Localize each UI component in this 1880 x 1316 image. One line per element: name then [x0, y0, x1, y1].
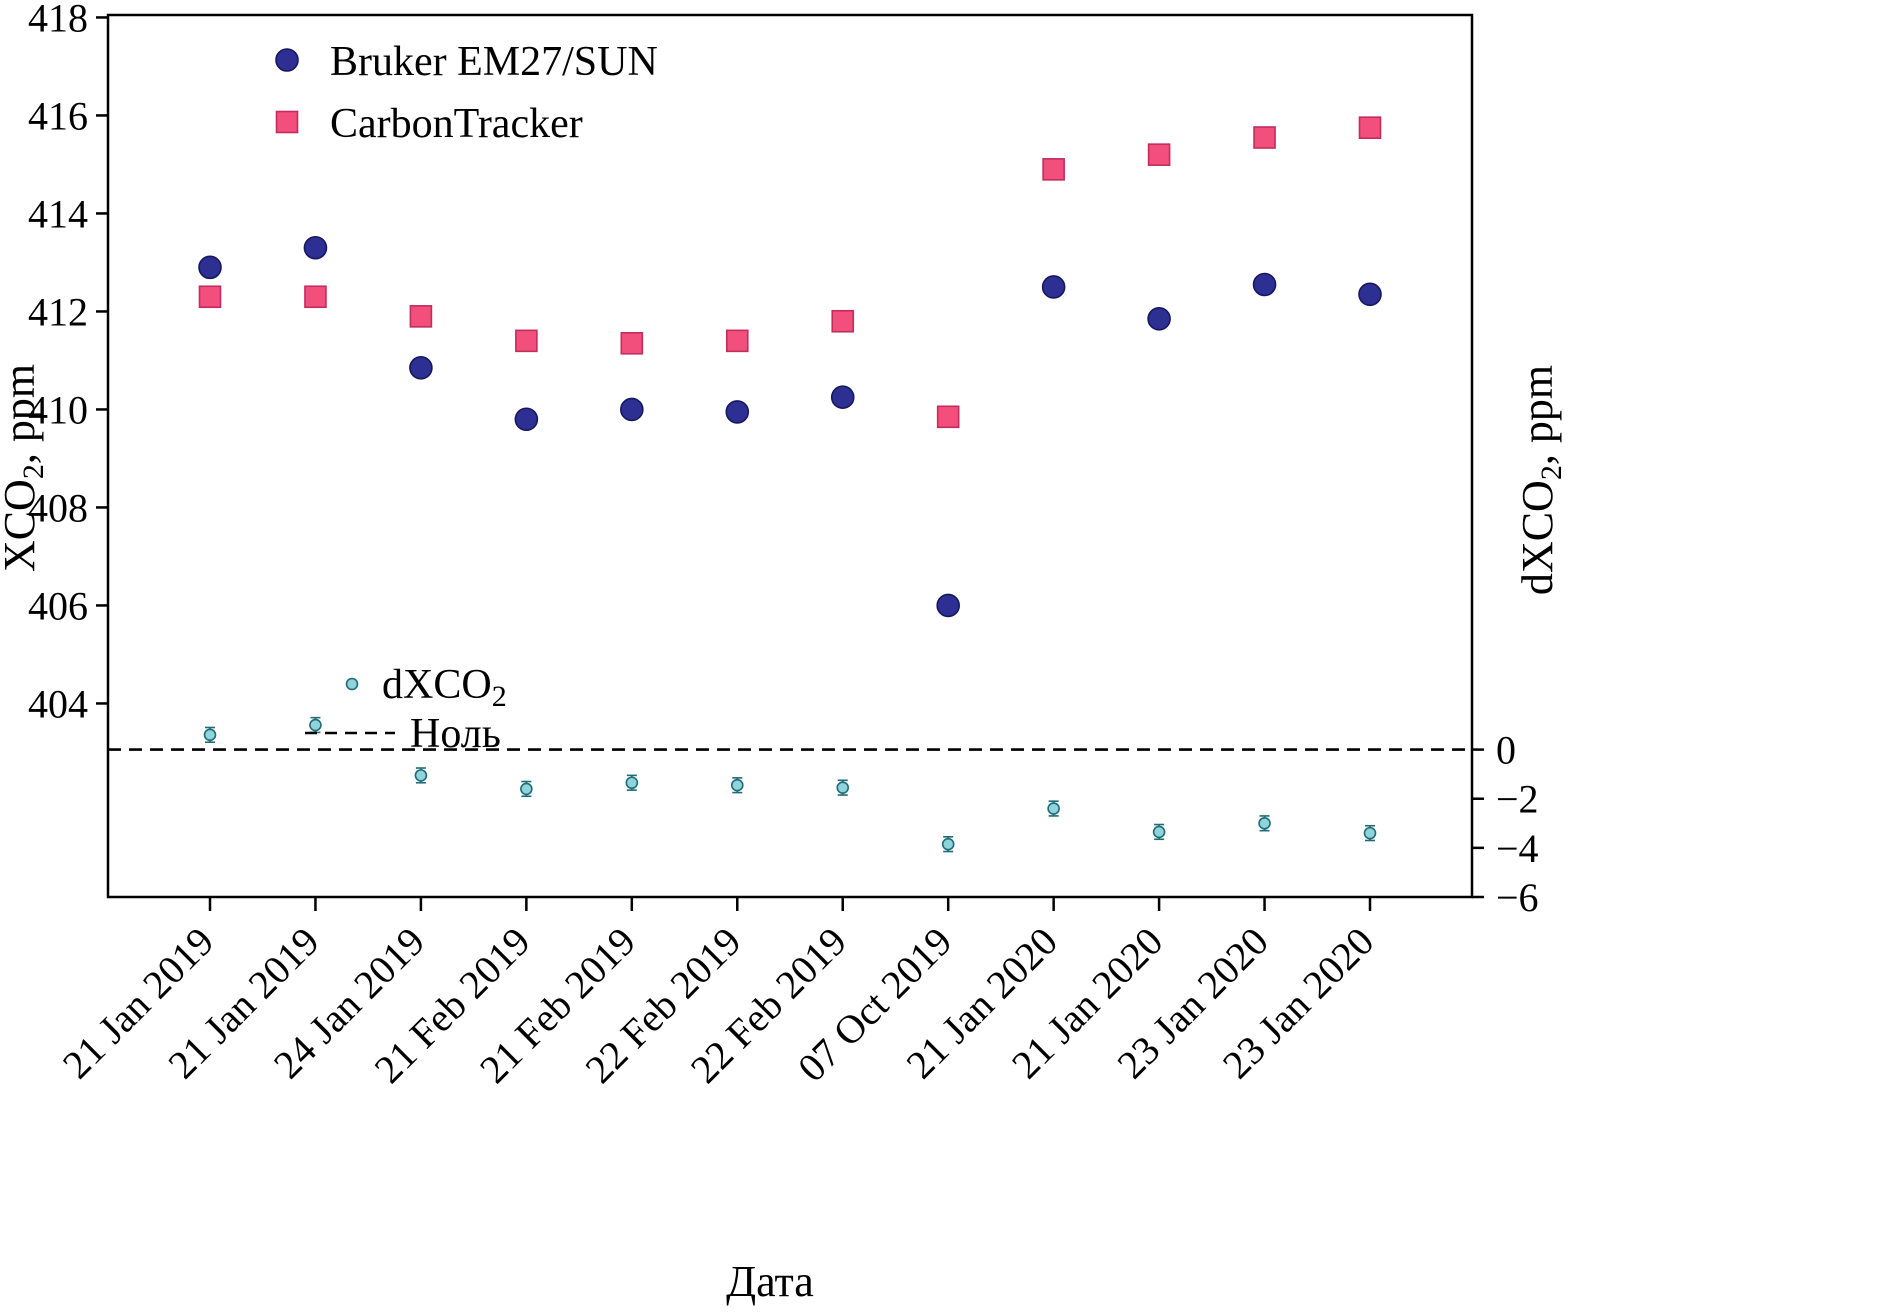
right-axis-tick-label: −4	[1496, 826, 1539, 871]
point-bruker-em27-sun	[1358, 282, 1382, 307]
point-bruker-em27-sun	[936, 593, 960, 618]
left-axis-title-subscript: 2	[17, 464, 50, 479]
point-bruker-em27-sun	[1252, 272, 1277, 297]
point-bruker-em27-sun	[620, 397, 644, 422]
right-axis-title: dXCO2, ppm	[1513, 365, 1568, 595]
legend-label-zero: Ноль	[410, 711, 501, 757]
x-axis-title: Дата	[726, 1257, 814, 1306]
point-carbontracker	[515, 329, 538, 353]
left-axis-tick-label: 414	[28, 191, 88, 236]
plot-frame	[106, 13, 1474, 899]
point-dxco2	[203, 728, 217, 742]
left-axis-tick-label: 412	[28, 289, 88, 334]
left-axis-tick-label: 406	[28, 583, 88, 628]
legend-marker-carbontracker-square-icon	[275, 110, 299, 134]
point-carbontracker	[936, 405, 960, 429]
point-carbontracker	[831, 309, 855, 333]
point-bruker-em27-sun	[1041, 275, 1066, 299]
point-bruker-em27-sun	[303, 235, 328, 260]
point-carbontracker	[1147, 143, 1171, 166]
point-bruker-em27-sun	[725, 400, 750, 424]
point-dxco2	[1152, 825, 1166, 839]
point-dxco2	[625, 776, 639, 790]
legend-marker-bruker-circle-icon	[275, 48, 299, 72]
right-axis-tick-label: −6	[1496, 875, 1539, 920]
legend-marker-dxco2-dot-icon	[345, 677, 359, 691]
point-dxco2	[730, 778, 744, 792]
point-dxco2	[1363, 826, 1377, 840]
point-carbontracker	[620, 331, 644, 355]
right-axis-tick-label: 0	[1496, 728, 1516, 773]
legend-label-carbontracker: CarbonTracker	[330, 101, 583, 147]
point-carbontracker	[1358, 116, 1382, 139]
point-carbontracker	[1042, 158, 1065, 181]
point-bruker-em27-sun	[198, 255, 222, 280]
point-dxco2	[309, 718, 322, 732]
point-carbontracker	[1253, 126, 1276, 149]
right-axis-title-units: , ppm	[1513, 365, 1562, 465]
point-carbontracker	[725, 329, 749, 353]
legend-label-dxco2: dXCO2	[382, 662, 507, 713]
legend-main: Bruker EM27/SUN CarbonTracker	[275, 39, 658, 147]
point-dxco2	[1047, 802, 1060, 815]
point-dxco2	[414, 769, 428, 782]
legend-label-dxco2-text: dXCO	[382, 662, 492, 708]
legend-secondary: dXCO2 Ноль	[305, 662, 507, 757]
legend-label-dxco2-subscript: 2	[492, 680, 507, 713]
point-dxco2	[520, 782, 533, 796]
point-bruker-em27-sun	[830, 385, 855, 410]
data-series	[198, 116, 1382, 853]
left-axis-tick-label: 418	[28, 0, 88, 40]
point-dxco2	[1258, 816, 1271, 830]
point-bruker-em27-sun	[514, 407, 539, 432]
point-carbontracker	[304, 285, 327, 309]
left-axis-title: XCO2, ppm	[0, 364, 50, 572]
point-carbontracker	[409, 305, 433, 328]
right-axis-title-text: dXCO	[1513, 480, 1562, 595]
legend-label-bruker: Bruker EM27/SUN	[330, 39, 658, 85]
left-axis-tick-label: 404	[28, 681, 88, 726]
left-axis-tick-label: 416	[28, 93, 88, 138]
point-carbontracker	[198, 285, 222, 309]
point-bruker-em27-sun	[409, 355, 433, 380]
left-axis-tick-label: 408	[28, 485, 88, 530]
right-axis-tick-label: −2	[1496, 777, 1539, 822]
right-axis-title-subscript: 2	[1535, 465, 1568, 480]
point-dxco2	[836, 781, 850, 794]
point-bruker-em27-sun	[1147, 306, 1171, 331]
point-dxco2	[941, 837, 955, 851]
left-axis-tick-label: 410	[28, 387, 88, 432]
left-axis-title-text: XCO	[0, 479, 44, 572]
left-axis-title-units: , ppm	[0, 364, 44, 464]
plot-border	[106, 13, 1474, 899]
